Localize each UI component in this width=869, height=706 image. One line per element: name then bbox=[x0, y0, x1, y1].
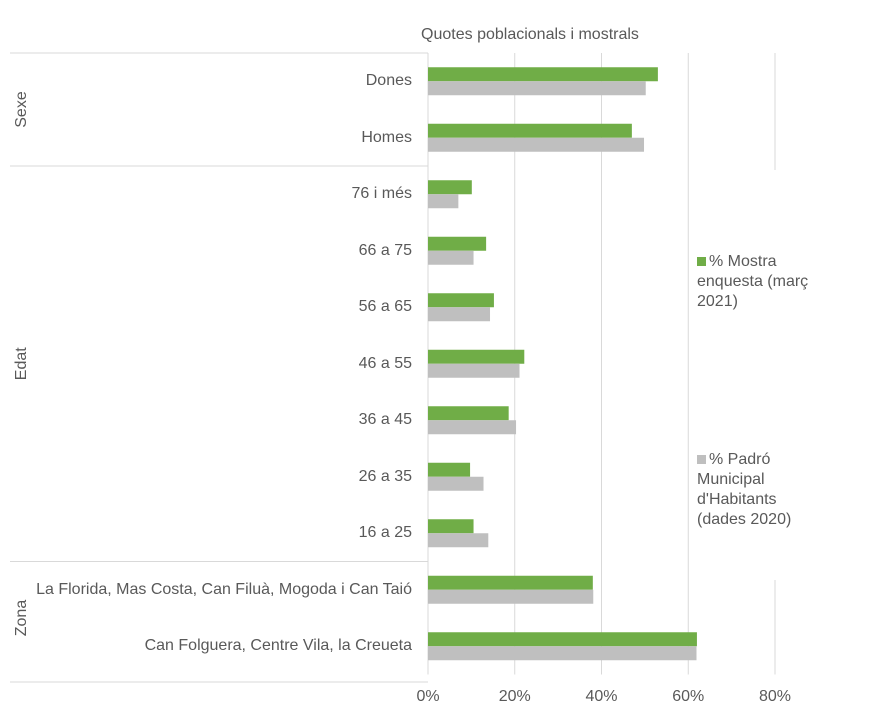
chart-title: Quotes poblacionals i mostrals bbox=[421, 26, 639, 43]
category-label: Can Folguera, Centre Vila, la Creueta bbox=[144, 637, 412, 655]
x-tick-label: 60% bbox=[672, 688, 704, 705]
category-label: Dones bbox=[365, 72, 412, 90]
legend-label: % Mostra enquesta (març 2021) bbox=[697, 253, 809, 310]
legend-entry: % Padró Municipal d'Habitants (dades 202… bbox=[697, 450, 827, 530]
category-label: La Florida, Mas Costa, Can Filuà, Mogoda… bbox=[36, 580, 412, 598]
bar bbox=[428, 81, 646, 96]
category-label: 26 a 35 bbox=[358, 467, 412, 485]
bar bbox=[428, 476, 484, 491]
category-label: 66 a 75 bbox=[358, 241, 412, 259]
bar bbox=[428, 632, 697, 647]
legend-label: % Padró Municipal d'Habitants (dades 202… bbox=[697, 451, 792, 528]
legend-entry: % Mostra enquesta (març 2021) bbox=[697, 252, 827, 312]
bar bbox=[428, 137, 645, 152]
x-tick-label: 40% bbox=[585, 688, 617, 705]
bar bbox=[428, 194, 459, 209]
category-label: 36 a 45 bbox=[358, 411, 412, 429]
bar bbox=[428, 349, 525, 364]
category-label: 56 a 65 bbox=[358, 298, 412, 316]
bar bbox=[428, 250, 474, 265]
bar bbox=[428, 533, 489, 548]
x-tick-label: 20% bbox=[499, 688, 531, 705]
bar bbox=[428, 589, 594, 604]
bar bbox=[428, 363, 520, 378]
legend-swatch bbox=[697, 257, 706, 266]
group-label: Sexe bbox=[13, 91, 30, 128]
bar bbox=[428, 67, 658, 82]
bar bbox=[428, 307, 491, 322]
x-tick-label: 0% bbox=[416, 688, 439, 705]
category-label: Homes bbox=[361, 128, 412, 146]
bar bbox=[428, 236, 487, 251]
category-label: 76 i més bbox=[351, 185, 412, 203]
bar bbox=[428, 420, 517, 435]
x-tick-label: 80% bbox=[759, 688, 791, 705]
group-label: Edat bbox=[13, 347, 30, 380]
bar bbox=[428, 123, 632, 138]
bar bbox=[428, 575, 593, 590]
group-label: Zona bbox=[13, 600, 30, 637]
bar bbox=[428, 519, 474, 534]
bar bbox=[428, 180, 472, 195]
bar bbox=[428, 406, 509, 421]
legend-swatch bbox=[697, 455, 706, 464]
bar bbox=[428, 646, 697, 661]
bar bbox=[428, 293, 494, 308]
category-label: 16 a 25 bbox=[358, 524, 412, 542]
category-label: 46 a 55 bbox=[358, 354, 412, 372]
bar bbox=[428, 462, 471, 477]
